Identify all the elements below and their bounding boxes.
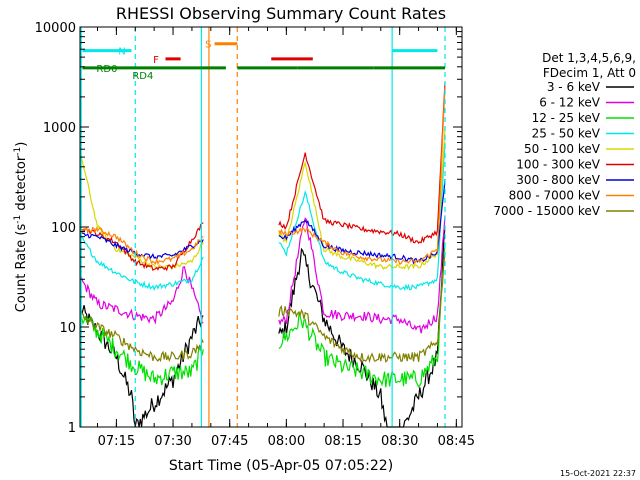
- y-axis-label-sup1: -1: [13, 215, 23, 224]
- annotation-n-label: N: [118, 47, 125, 58]
- series-8-line-1: [80, 226, 204, 266]
- series-8: [80, 87, 446, 266]
- series-3-line-2: [278, 242, 446, 388]
- x-tick-label-3: 07:45: [211, 434, 248, 449]
- x-axis-label: Start Time (05-Apr-05 07:05:22): [169, 458, 393, 474]
- legend-label-2: 6 - 12 keV: [539, 96, 601, 110]
- axis-ticks: 07:15 07:30 07:45 08:00 08:15 08:30 08:45 1 10 10…: [35, 21, 475, 449]
- y-tick-label-1: 1: [68, 421, 76, 436]
- legend-label-5: 50 - 100 keV: [524, 142, 601, 156]
- series-6-line-2: [278, 82, 446, 245]
- y-tick-label-3: 100: [51, 221, 76, 236]
- series-3-line-1: [79, 316, 204, 386]
- series-4-line-2: [278, 142, 446, 291]
- series-1-line-2: [278, 226, 446, 428]
- x-tick-label-2: 07:30: [154, 434, 191, 449]
- series-2-line-1: [79, 266, 204, 325]
- series-2: [79, 215, 446, 334]
- y-tick-label-2: 10: [59, 321, 76, 336]
- x-tick-label-7: 08:45: [438, 434, 475, 449]
- y-tick-label-5: 10000: [35, 21, 76, 36]
- y-axis-label: Count Rate (s-1 detector-1): [13, 142, 29, 313]
- series-8-line-2: [278, 87, 446, 265]
- y-axis-label-sup2: -1: [13, 147, 23, 156]
- x-tick-label-5: 08:15: [324, 434, 361, 449]
- x-tick-label-1: 07:15: [98, 434, 135, 449]
- series-9-line-1: [80, 312, 204, 363]
- series-9: [80, 252, 446, 364]
- footer-date: 15-Oct-2021 22:37: [560, 469, 636, 478]
- legend-label-6: 100 - 300 keV: [516, 158, 600, 172]
- series-4-line-1: [79, 234, 204, 291]
- annotation-rd0-label: RD0: [96, 64, 117, 75]
- series-3: [79, 242, 446, 388]
- annotation-f-label: F: [153, 55, 159, 66]
- annotation-layer: N F S RD0 RD4: [80, 27, 446, 427]
- series-4: [79, 142, 446, 291]
- y-axis-label-mid: detector: [14, 155, 29, 215]
- legend-header-line2: FDecim 1, Att 0: [543, 66, 636, 80]
- legend-label-3: 12 - 25 keV: [532, 111, 601, 125]
- legend-label-4: 25 - 50 keV: [532, 127, 601, 141]
- series-layer: [79, 82, 446, 428]
- annotation-rd4-label: RD4: [132, 71, 153, 82]
- legend-label-9: 7000 - 15000 keV: [493, 204, 600, 218]
- legend-label-7: 300 - 800 keV: [516, 173, 600, 187]
- series-2-line-2: [278, 215, 446, 334]
- y-axis-label-text: Count Rate (s: [14, 224, 29, 313]
- series-7-line-2: [278, 179, 446, 265]
- y-tick-label-4: 1000: [43, 121, 76, 136]
- annotation-s-label: S: [205, 40, 211, 51]
- legend-label-1: 3 - 6 keV: [547, 80, 601, 94]
- chart-title: RHESSI Observing Summary Count Rates: [116, 4, 446, 23]
- y-axis-label-end: ): [14, 142, 29, 147]
- x-tick-label-4: 08:00: [268, 434, 305, 449]
- x-tick-label-6: 08:30: [381, 434, 418, 449]
- series-9-line-2: [278, 252, 446, 364]
- legend-header-line1: Det 1,3,4,5,6,9,: [542, 51, 636, 65]
- series-5-line-2: [278, 126, 446, 271]
- legend-label-8: 800 - 7000 keV: [509, 189, 601, 203]
